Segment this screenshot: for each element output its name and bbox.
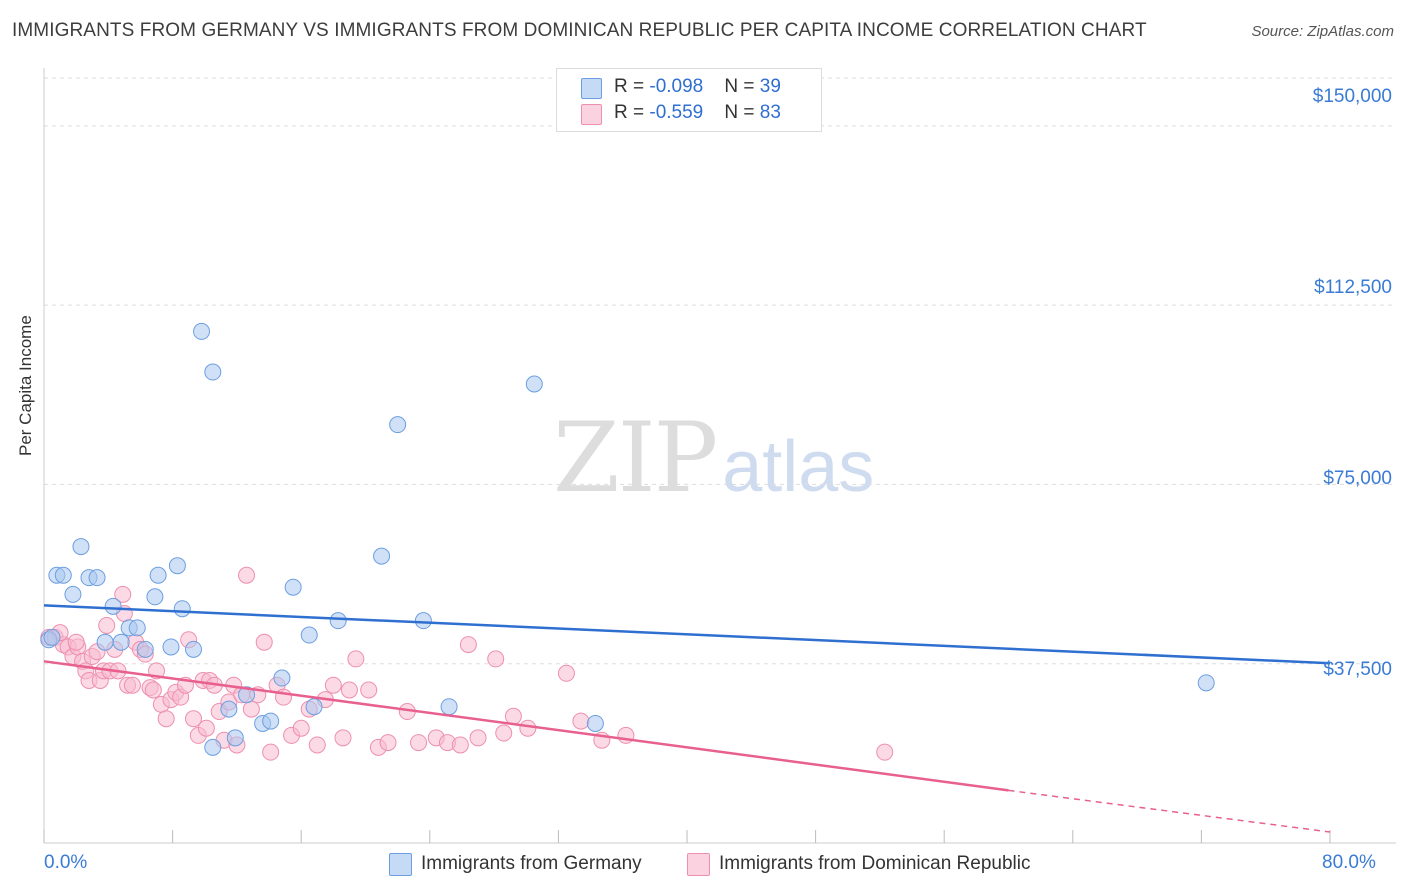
correlation-legend: R = -0.098 N = 39 R = -0.559 N = 83 [556, 68, 822, 132]
legend-label-dominican: Immigrants from Dominican Republic [719, 853, 1031, 874]
dominican-point [184, 710, 202, 728]
legend-swatch-dominican [581, 104, 602, 125]
dominican-point [360, 681, 378, 699]
germany-point [226, 729, 244, 747]
germany-point [128, 619, 146, 637]
germany-point [305, 698, 323, 716]
dominican-point [242, 700, 260, 718]
n-value-dominican: 83 [759, 102, 781, 123]
germany-point [168, 557, 186, 575]
germany-point [54, 566, 72, 584]
dominican-point [469, 729, 487, 747]
r-label: R = [614, 76, 650, 97]
legend-label-germany: Immigrants from Germany [421, 853, 642, 874]
source-label: Source: ZipAtlas.com [1251, 23, 1394, 40]
germany-point [373, 547, 391, 565]
dominican-point [144, 681, 162, 699]
legend-swatch-dominican [687, 853, 710, 876]
dominican-point [308, 736, 326, 754]
dominican-point [197, 719, 215, 737]
dominican-point [340, 681, 358, 699]
dominican-point [157, 710, 175, 728]
germany-point [136, 640, 154, 658]
dominican-point [379, 734, 397, 752]
series-legend: Immigrants from Germany Immigrants from … [0, 850, 1406, 880]
germany-point [96, 633, 114, 651]
germany-point [173, 600, 191, 618]
germany-point [149, 566, 167, 584]
germany-point [389, 416, 407, 434]
dominican-trendline [43, 660, 1009, 792]
dominican-point [262, 743, 280, 761]
legend-swatch-germany [581, 78, 602, 99]
dominican-point [487, 650, 505, 668]
germany-point [525, 375, 543, 393]
r-value-dominican: -0.559 [649, 102, 704, 123]
dominican-point [557, 664, 575, 682]
dominican-point [98, 616, 116, 634]
germany-point [204, 738, 222, 756]
dominican-point [334, 729, 352, 747]
dominican-point [876, 743, 894, 761]
germany-point [586, 714, 604, 732]
germany-point [104, 597, 122, 615]
germany-point [162, 638, 180, 656]
germany-point [220, 700, 238, 718]
germany-point [300, 626, 318, 644]
germany-point [238, 686, 256, 704]
dominican-point [504, 707, 522, 725]
dominican-point [123, 676, 141, 694]
germany-point [43, 628, 61, 646]
dominican-point [495, 724, 513, 742]
germany-point [262, 712, 280, 730]
dominican-point [255, 633, 273, 651]
dominican-point [519, 719, 537, 737]
y-tick-label: $75,000 [1323, 468, 1392, 489]
dominican-point [292, 719, 310, 737]
dominican-point [67, 633, 85, 651]
y-tick-label: $150,000 [1312, 86, 1392, 107]
n-label: N = [724, 102, 760, 123]
germany-point [146, 588, 164, 606]
dominican-point [451, 736, 469, 754]
germany-point [184, 640, 202, 658]
chart-title: IMMIGRANTS FROM GERMANY VS IMMIGRANTS FR… [12, 20, 1147, 41]
germany-point [112, 633, 130, 651]
germany-point [273, 669, 291, 687]
dominican-point [347, 650, 365, 668]
r-label: R = [614, 102, 650, 123]
germany-point [204, 363, 222, 381]
n-value-germany: 39 [759, 76, 781, 97]
germany-point [64, 585, 82, 603]
y-tick-label: $112,500 [1314, 277, 1392, 298]
y-tick-label: $37,500 [1323, 659, 1392, 680]
dominican-point [238, 566, 256, 584]
dominican-point [324, 676, 342, 694]
germany-point [72, 538, 90, 556]
x-tick-label-min: 0.0% [44, 852, 88, 873]
germany-point [193, 322, 211, 340]
legend-swatch-germany [389, 853, 412, 876]
r-value-germany: -0.098 [649, 76, 704, 97]
dominican-point [410, 734, 428, 752]
x-tick-label-max: 80.0% [1322, 852, 1376, 873]
germany-point [88, 569, 106, 587]
dominican-point [114, 585, 132, 603]
germany-point [329, 612, 347, 630]
germany-point [440, 698, 458, 716]
germany-point [414, 612, 432, 630]
germany-point [284, 578, 302, 596]
n-label: N = [724, 76, 760, 97]
dominican-point [572, 712, 590, 730]
germany-point [1197, 674, 1215, 692]
y-axis-label: Per Capita Income [16, 315, 35, 456]
dominican-point [459, 636, 477, 654]
germany-trendline [43, 604, 1331, 665]
dominican-trendline-extension [1008, 789, 1331, 833]
